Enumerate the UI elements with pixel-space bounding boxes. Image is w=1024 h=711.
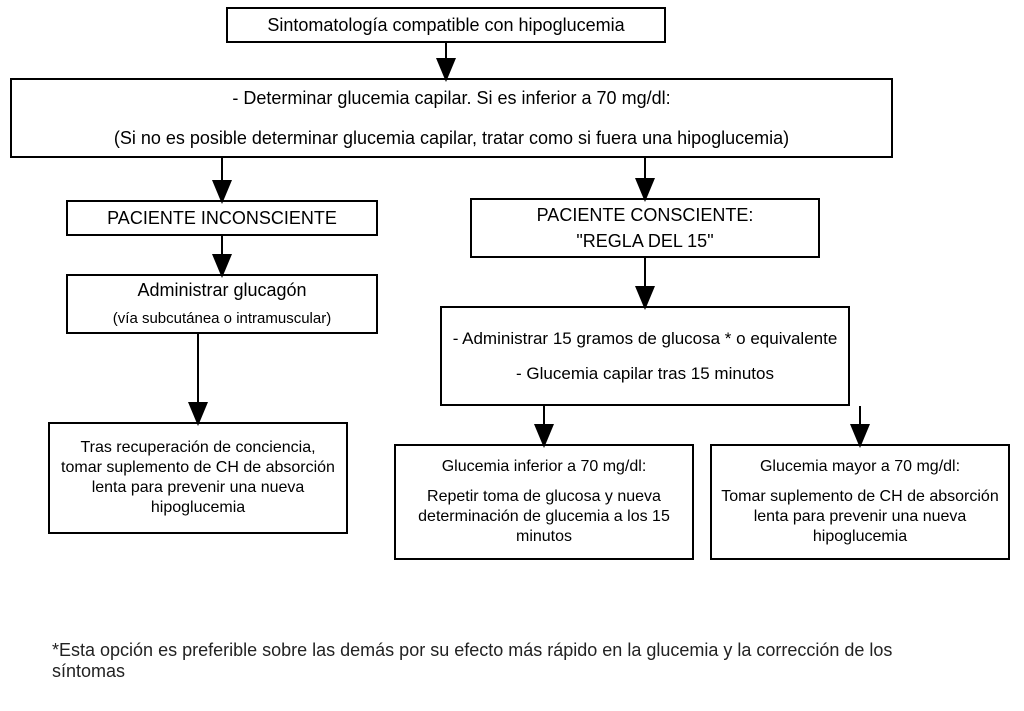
flow-node-glycemia-high: Glucemia mayor a 70 mg/dl: Tomar suplemen…	[710, 444, 1010, 560]
flow-node-line: Administrar glucagón	[137, 279, 306, 302]
flow-node-line: - Determinar glucemia capilar. Si es inf…	[232, 87, 670, 110]
flow-node-line: "REGLA DEL 15"	[576, 230, 713, 253]
flow-node-start: Sintomatología compatible con hipoglucem…	[226, 7, 666, 43]
flow-node-determine-glycemia: - Determinar glucemia capilar. Si es inf…	[10, 78, 893, 158]
flow-node-line: Repetir toma de glucosa y nueva determin…	[404, 487, 684, 547]
flow-node-line: (vía subcutánea o intramuscular)	[113, 310, 331, 329]
flow-node-administer-glucose: - Administrar 15 gramos de glucosa * o e…	[440, 306, 850, 406]
flow-node-line: Glucemia mayor a 70 mg/dl:	[760, 457, 960, 477]
flow-node-line: - Glucemia capilar tras 15 minutos	[516, 363, 774, 384]
flow-node-line: Sintomatología compatible con hipoglucem…	[267, 14, 624, 37]
footnote-text: *Esta opción es preferible sobre las dem…	[52, 640, 922, 682]
flow-node-conscious-patient: PACIENTE CONSCIENTE: "REGLA DEL 15"	[470, 198, 820, 258]
flow-node-line: Tras recuperación de conciencia, tomar s…	[58, 438, 338, 518]
flow-node-line: PACIENTE INCONSCIENTE	[107, 207, 337, 230]
flow-node-line: Glucemia inferior a 70 mg/dl:	[442, 457, 647, 477]
flow-node-line: - Administrar 15 gramos de glucosa * o e…	[453, 328, 838, 349]
flow-node-line: (Si no es posible determinar glucemia ca…	[114, 127, 789, 150]
flow-node-glycemia-low: Glucemia inferior a 70 mg/dl: Repetir tom…	[394, 444, 694, 560]
flow-node-administer-glucagon: Administrar glucagón (vía subcutánea o in…	[66, 274, 378, 334]
flow-node-unconscious-patient: PACIENTE INCONSCIENTE	[66, 200, 378, 236]
flow-node-recovery-supplement: Tras recuperación de conciencia, tomar s…	[48, 422, 348, 534]
flow-node-line: PACIENTE CONSCIENTE:	[537, 204, 754, 227]
flow-node-line: Tomar suplemento de CH de absorción lent…	[720, 487, 1000, 547]
